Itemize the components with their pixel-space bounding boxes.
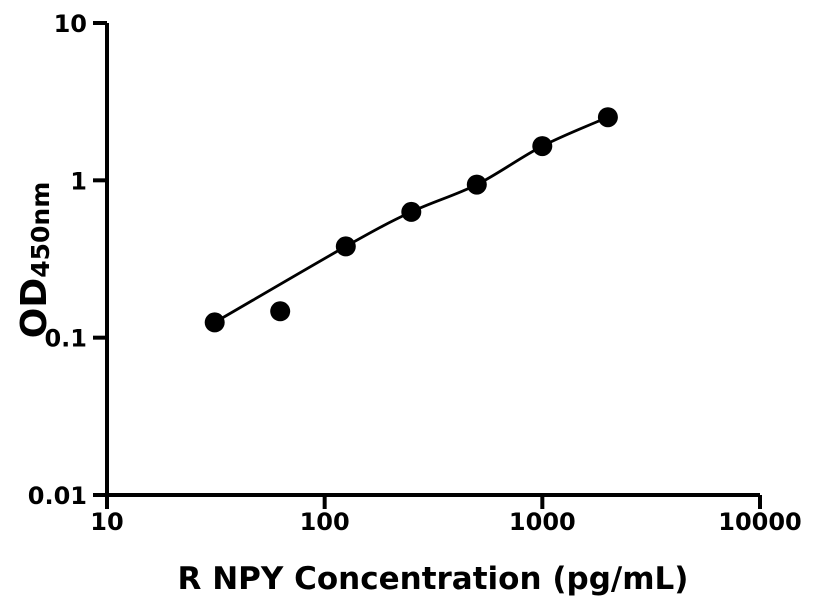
y-tick-label: 0.01 xyxy=(28,482,87,510)
y-tick-label: 1 xyxy=(70,167,87,195)
y-axis-label-main: OD xyxy=(14,278,55,339)
plot-area xyxy=(204,107,618,333)
data-point xyxy=(401,201,422,222)
y-tick-label: 10 xyxy=(54,10,87,38)
x-tick-label: 1000 xyxy=(509,508,576,536)
data-point xyxy=(597,107,618,128)
axes: 0.01 0.1 1 10 10 100 1000 10000 xyxy=(28,10,802,536)
y-tick-label: 0.1 xyxy=(44,325,87,353)
data-point xyxy=(466,174,487,195)
data-point xyxy=(335,236,356,257)
y-axis-label: OD450nm xyxy=(14,182,55,339)
x-tick-label: 10000 xyxy=(718,508,802,536)
x-tick-label: 10 xyxy=(90,508,123,536)
x-axis-label: R NPY Concentration (pg/mL) xyxy=(178,561,689,597)
axis-spines xyxy=(105,23,760,497)
data-point xyxy=(204,312,225,333)
x-tick-label: 100 xyxy=(300,508,350,536)
data-point xyxy=(532,136,553,157)
y-axis-label-subscript: 450nm xyxy=(26,182,55,278)
data-point xyxy=(270,301,291,322)
